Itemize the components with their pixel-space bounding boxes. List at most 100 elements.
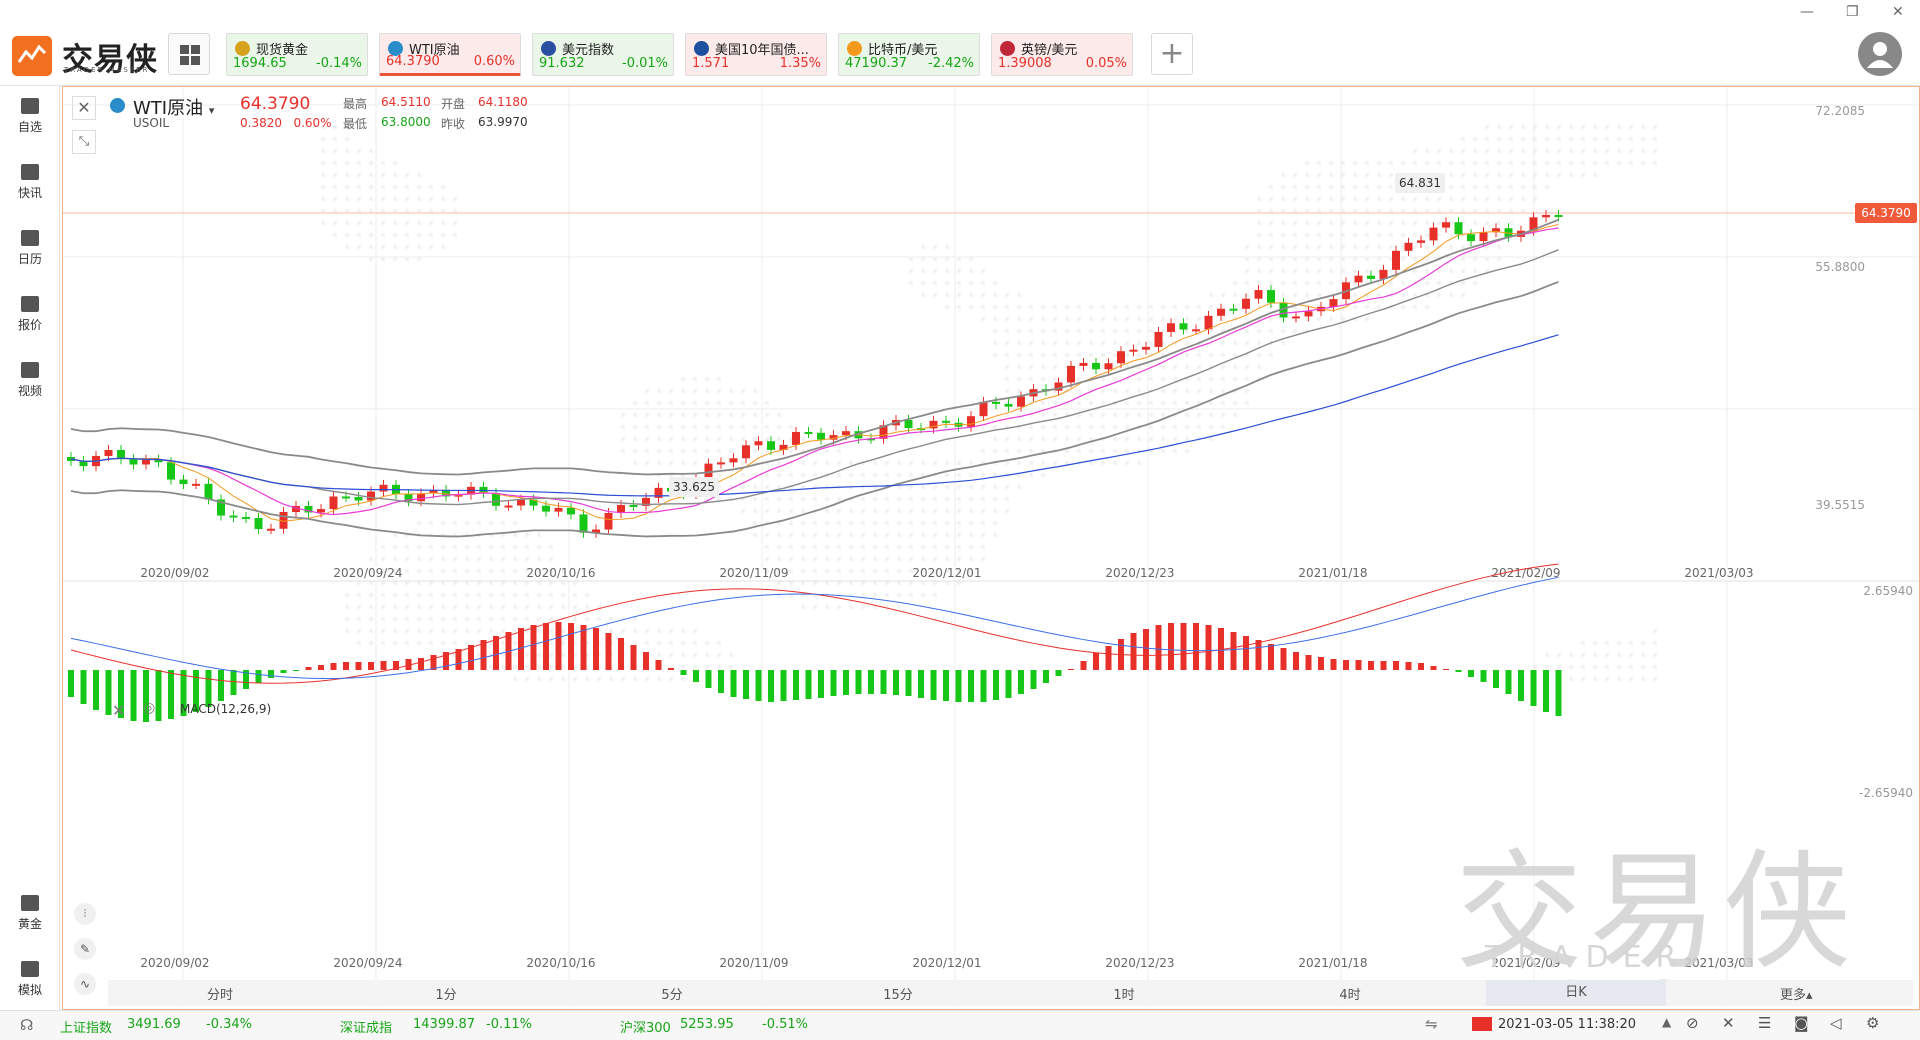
map-dot <box>1100 448 1106 454</box>
watchlist-flag-icon <box>1000 41 1015 56</box>
date-axis-label: 2021/03/03 <box>1684 566 1753 580</box>
map-dot <box>668 676 674 682</box>
status-index-name[interactable]: 沪深300 <box>620 1021 671 1036</box>
map-dot <box>1544 664 1550 670</box>
sidebar-bottom-item-0[interactable]: 黄金 <box>0 895 60 932</box>
user-avatar[interactable] <box>1858 32 1902 76</box>
map-dot <box>1004 508 1010 514</box>
sidebar-item-2[interactable]: 日历 <box>0 230 60 267</box>
mute-icon[interactable]: ◁ <box>1830 1014 1842 1032</box>
map-dot <box>668 400 674 406</box>
map-dot <box>380 232 386 238</box>
map-dot <box>1112 352 1118 358</box>
map-dot <box>1568 676 1574 682</box>
camera-icon[interactable]: ◙ <box>1794 1014 1809 1032</box>
layout-grid-button[interactable] <box>168 33 210 75</box>
period-tab-2[interactable]: 5分 <box>661 988 683 1003</box>
period-tab-4[interactable]: 1时 <box>1113 988 1135 1003</box>
map-dot <box>344 592 350 598</box>
map-dot <box>1496 208 1502 214</box>
instrument-name[interactable]: WTI原油 ▾ <box>133 98 215 119</box>
map-dot <box>1028 316 1034 322</box>
status-index-name[interactable]: 深证成指 <box>340 1021 393 1036</box>
tools-icon[interactable]: ✕ <box>1722 1014 1735 1032</box>
period-tab-5[interactable]: 4时 <box>1339 988 1361 1003</box>
headset-icon[interactable]: ☊ <box>20 1016 34 1034</box>
map-dot <box>1616 664 1622 670</box>
left-sidebar <box>0 86 60 1010</box>
monitor-off-icon[interactable]: ⊘ <box>1686 1014 1699 1032</box>
map-dot <box>1052 436 1058 442</box>
map-dot <box>1580 124 1586 130</box>
status-index-name[interactable]: 上证指数 <box>60 1021 113 1036</box>
map-dot <box>908 268 914 274</box>
map-dot <box>1304 256 1310 262</box>
map-dot <box>500 616 506 622</box>
more-periods-button[interactable]: 更多▴ <box>1780 988 1813 1003</box>
map-dot <box>1016 448 1022 454</box>
period-tab-6[interactable]: 日K <box>1486 980 1666 1006</box>
map-dot <box>1364 184 1370 190</box>
indicator-tool-icon[interactable]: ⫶ <box>74 903 96 925</box>
map-dot <box>788 592 794 598</box>
map-dot <box>1640 676 1646 682</box>
map-dot <box>872 532 878 538</box>
map-dot <box>524 664 530 670</box>
watchlist-card-2[interactable]: 美元指数 91.632 -0.01% <box>532 33 674 76</box>
add-watchlist-button[interactable]: + <box>1151 33 1193 75</box>
map-dot <box>1268 184 1274 190</box>
sidebar-item-0[interactable]: 自选 <box>0 98 60 135</box>
map-dot <box>884 556 890 562</box>
watchlist-card-0[interactable]: 现货黄金 1694.65 -0.14% <box>226 33 368 76</box>
watchlist-card-3[interactable]: 美国10年国债... 1.571 1.35% <box>685 33 827 76</box>
restore-icon[interactable]: ❐ <box>1846 4 1859 20</box>
draw-tool-icon[interactable]: ✎ <box>74 938 96 960</box>
map-dot <box>368 568 374 574</box>
list-icon[interactable]: ☰ <box>1758 1014 1772 1032</box>
period-tab-3[interactable]: 15分 <box>883 988 913 1003</box>
map-dot <box>812 592 818 598</box>
map-dot <box>1292 292 1298 298</box>
map-dot <box>416 544 422 550</box>
watchlist-card-4[interactable]: 比特币/美元 47190.37 -2.42% <box>838 33 980 76</box>
close-macd-icon[interactable]: ✕ <box>112 701 126 720</box>
watchlist-card-1[interactable]: WTI原油 64.3790 0.60% <box>379 33 521 76</box>
map-dot <box>1124 424 1130 430</box>
map-dot <box>1568 124 1574 130</box>
map-dot <box>1412 160 1418 166</box>
map-dot <box>1016 484 1022 490</box>
map-dot <box>944 544 950 550</box>
map-dot <box>920 520 926 526</box>
map-dot <box>1076 376 1082 382</box>
minimize-icon[interactable]: — <box>1800 4 1814 20</box>
period-tab-0[interactable]: 分时 <box>206 988 233 1003</box>
map-dot <box>980 532 986 538</box>
wave-tool-icon[interactable]: ∿ <box>74 973 96 995</box>
map-dot <box>488 628 494 634</box>
sidebar-item-4[interactable]: 视频 <box>0 362 60 399</box>
map-dot <box>860 472 866 478</box>
map-dot <box>440 556 446 562</box>
macd-settings-icon[interactable]: ◎ <box>143 700 156 716</box>
sidebar-item-1[interactable]: 快讯 <box>0 164 60 201</box>
settings-gear-icon[interactable]: ⚙ <box>1866 1014 1880 1032</box>
map-dot <box>836 568 842 574</box>
close-chart-button[interactable]: ✕ <box>72 96 96 120</box>
caret-up-icon[interactable]: ▲ <box>1662 1015 1672 1029</box>
map-dot <box>1148 328 1154 334</box>
macd-histogram-bar <box>1230 632 1237 670</box>
collapse-icon[interactable]: ⤡ <box>72 130 96 154</box>
close-window-icon[interactable]: ✕ <box>1892 4 1904 20</box>
map-dot <box>1628 676 1634 682</box>
candle-body <box>1392 250 1400 270</box>
period-tab-1[interactable]: 1分 <box>435 988 457 1003</box>
map-dot <box>1388 268 1394 274</box>
map-dot <box>368 184 374 190</box>
macd-histogram-bar <box>380 661 387 670</box>
translate-icon[interactable]: ⇋ <box>1425 1015 1438 1033</box>
sidebar-bottom-item-1[interactable]: 模拟 <box>0 961 60 998</box>
map-dot <box>1220 412 1226 418</box>
watchlist-card-5[interactable]: 英镑/美元 1.39008 0.05% <box>991 33 1133 76</box>
watchlist-name: 美元指数 <box>541 39 669 58</box>
sidebar-item-3[interactable]: 报价 <box>0 296 60 333</box>
